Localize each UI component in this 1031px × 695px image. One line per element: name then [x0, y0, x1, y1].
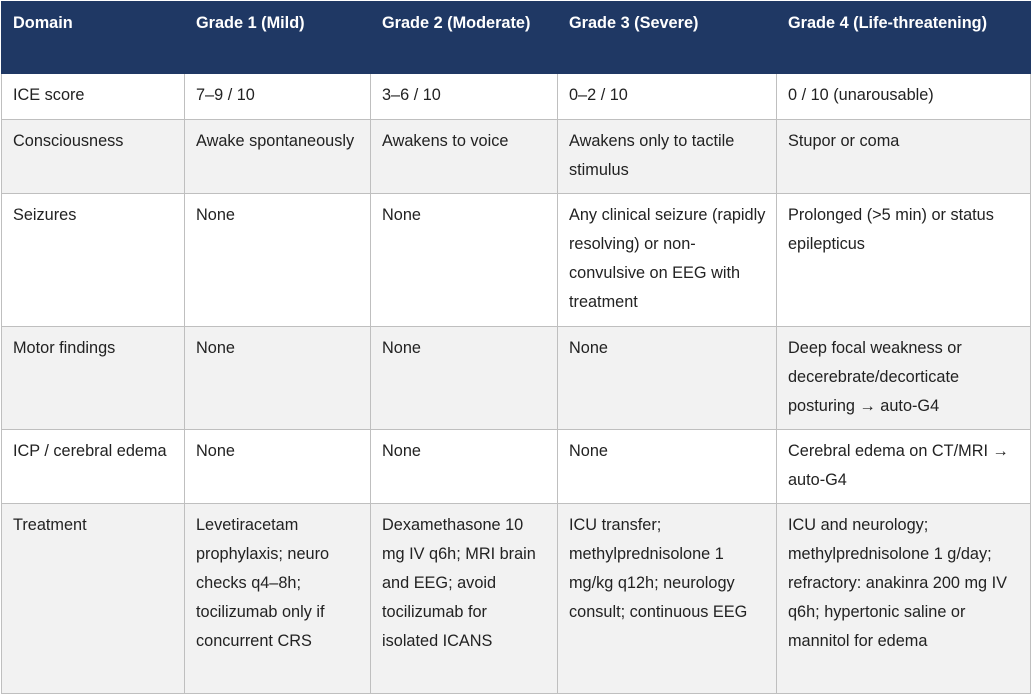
table-cell: Awake spontaneously	[184, 119, 371, 194]
table-cell: Cerebral edema on CT/MRI → auto-G4	[776, 429, 1031, 504]
table-body: ICE score 7–9 / 10 3–6 / 10 0–2 / 10 0 / 10 …	[1, 73, 1031, 694]
table-cell: None	[557, 326, 777, 430]
table-cell: None	[370, 326, 558, 430]
column-header: Domain	[1, 1, 185, 74]
row-label: Consciousness	[1, 119, 185, 194]
table-cell: None	[184, 193, 371, 327]
table-cell: 0 / 10 (unarousable)	[776, 73, 1031, 120]
table-row: ICE score 7–9 / 10 3–6 / 10 0–2 / 10 0 / 10 …	[1, 73, 1031, 120]
table-cell: Stupor or coma	[776, 119, 1031, 194]
column-header: Grade 4 (Life-threatening)	[776, 1, 1031, 74]
table-cell: 3–6 / 10	[370, 73, 558, 120]
table-cell: Awakens only to tactile stimulus	[557, 119, 777, 194]
table-cell: Levetiracetam prophylaxis; neuro checks …	[184, 503, 371, 694]
table-cell: 0–2 / 10	[557, 73, 777, 120]
table-cell: None	[557, 429, 777, 504]
row-label: Treatment	[1, 503, 185, 694]
row-label: ICP / cerebral edema	[1, 429, 185, 504]
table-cell: None	[370, 193, 558, 327]
table-cell: ICU transfer; methylprednisolone 1 mg/kg…	[557, 503, 777, 694]
table-cell: Awakens to voice	[370, 119, 558, 194]
table-cell: None	[184, 429, 371, 504]
row-label: Motor findings	[1, 326, 185, 430]
table-row: Treatment Levetiracetam prophylaxis; neur…	[1, 503, 1031, 694]
row-label: Seizures	[1, 193, 185, 327]
table-cell: Deep focal weakness or decerebrate/decor…	[776, 326, 1031, 430]
row-label: ICE score	[1, 73, 185, 120]
column-header: Grade 3 (Severe)	[557, 1, 777, 74]
header-row: Domain Grade 1 (Mild) Grade 2 (Moderate) Gr…	[1, 1, 1031, 74]
table-row: Consciousness Awake spontaneously Awakens …	[1, 119, 1031, 194]
column-header: Grade 2 (Moderate)	[370, 1, 558, 74]
table-cell: 7–9 / 10	[184, 73, 371, 120]
table-cell: None	[184, 326, 371, 430]
table-cell: ICU and neurology; methylprednisolone 1 …	[776, 503, 1031, 694]
table-cell: Any clinical seizure (rapidly resolving)…	[557, 193, 777, 327]
column-header: Grade 1 (Mild)	[184, 1, 371, 74]
table-cell: None	[370, 429, 558, 504]
table-cell: Dexamethasone 10 mg IV q6h; MRI brain an…	[370, 503, 558, 694]
table-row: Motor findings None None None Deep focal wea…	[1, 326, 1031, 430]
table-cell: Prolonged (>5 min) or status epilepticus	[776, 193, 1031, 327]
table-row: Seizures None None Any clinical seizure (ra…	[1, 193, 1031, 327]
table-row: ICP / cerebral edema None None None Cerebral…	[1, 429, 1031, 504]
table-header: Domain Grade 1 (Mild) Grade 2 (Moderate) Gr…	[1, 1, 1031, 74]
